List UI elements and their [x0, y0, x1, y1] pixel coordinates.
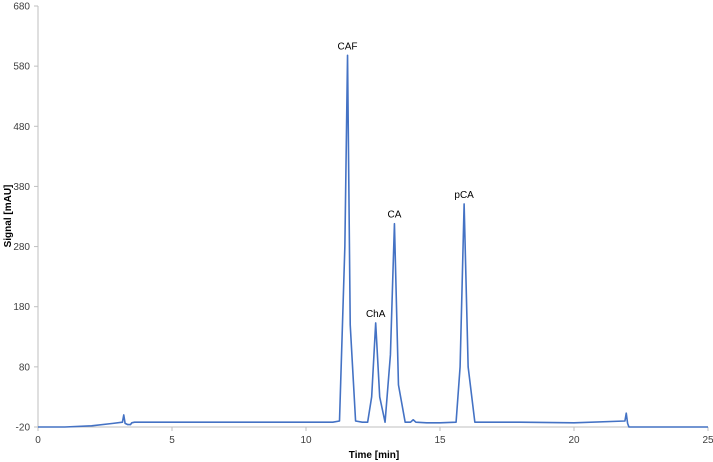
x-tick-label: 5 [169, 435, 175, 446]
peak-annotations: CAF ChA CA pCA [338, 41, 475, 320]
y-tick-label: 480 [13, 122, 30, 133]
y-tick-label: 180 [13, 302, 30, 313]
y-axis-title: Signal [mAU] [3, 185, 14, 248]
y-tick-label: 280 [13, 242, 30, 253]
x-tick-label: 15 [434, 435, 446, 446]
x-tick-label: 25 [702, 435, 713, 446]
y-tick-label: 580 [13, 62, 30, 73]
y-tick-label: 80 [19, 362, 31, 373]
peak-label: ChA [366, 309, 386, 320]
x-tick-label: 20 [568, 435, 580, 446]
peak-label: CAF [338, 41, 358, 52]
peak-label: pCA [454, 190, 474, 201]
axes: -20 80 180 280 380 480 580 680 0 5 10 15 20 25 [13, 2, 713, 447]
x-tick-label: 10 [300, 435, 312, 446]
y-tick-label: 680 [13, 2, 30, 13]
y-tick-label: -20 [16, 423, 31, 434]
plot-area [38, 54, 708, 428]
x-tick-label: 0 [35, 435, 41, 446]
peak-label: CA [387, 210, 401, 221]
chromatogram-line [38, 54, 708, 428]
x-axis-title: Time [min] [349, 450, 399, 461]
y-tick-label: 380 [13, 182, 30, 193]
